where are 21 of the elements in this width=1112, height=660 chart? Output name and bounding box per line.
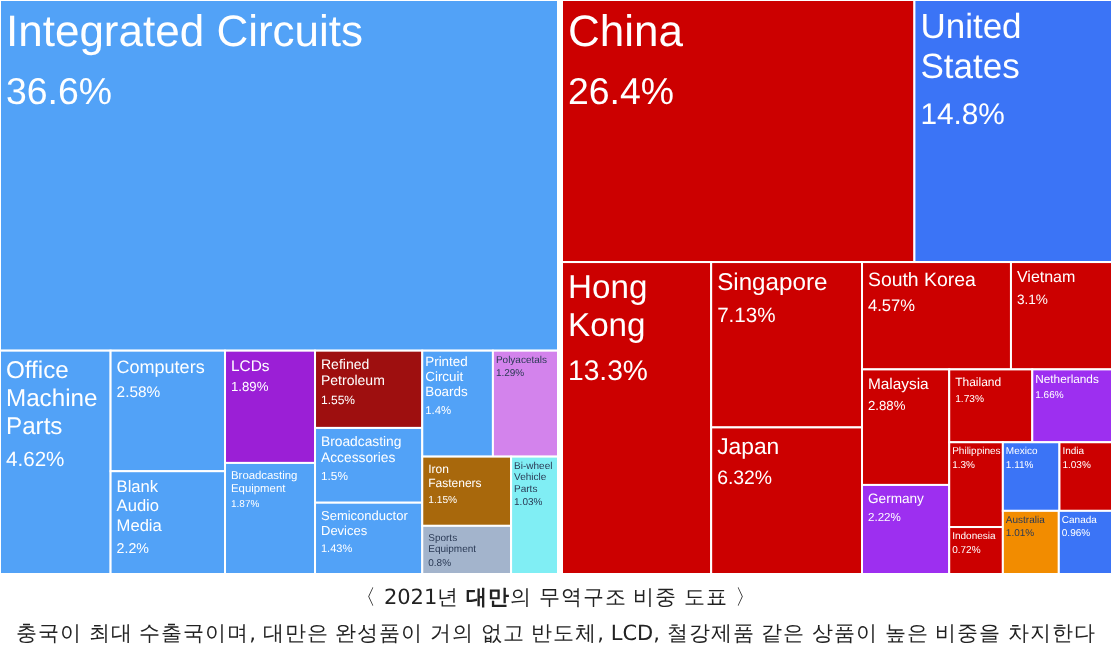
data-label: 14.8%	[920, 99, 1005, 132]
text: 〈 2021년 대만의 무역구조 비중 도표 〉	[353, 584, 759, 612]
data-label: 13.3%	[568, 353, 649, 386]
category-label: Japan	[717, 436, 780, 461]
category-label: South Korea	[868, 269, 977, 292]
data-label: 4.62%	[6, 449, 65, 472]
category-label: Computers	[116, 356, 206, 377]
data-label: 36.6%	[6, 69, 112, 112]
data-label: 26.4%	[568, 69, 674, 112]
category-label: China	[568, 5, 685, 56]
data-label: 4.57%	[868, 295, 917, 316]
category-label: Vietnam	[1016, 268, 1077, 287]
category-label: Singapore	[717, 267, 828, 296]
data-label: 7.13%	[717, 306, 776, 329]
category-label: United States	[920, 5, 1022, 86]
category-label: Integrated Circuits	[6, 5, 364, 56]
data-label: 6.32%	[717, 468, 773, 491]
category-label: Blank Audio Media	[116, 476, 163, 535]
text: 충국이 최대 수출국이며, 대만은 완성품이 거의 없고 반도체, LCD, 철강제품 같은 상품이 높은 비중을 차지한다	[13, 620, 1098, 648]
category-label: Office Machine Parts	[6, 356, 98, 441]
category-label: Hong Kong	[568, 267, 648, 345]
